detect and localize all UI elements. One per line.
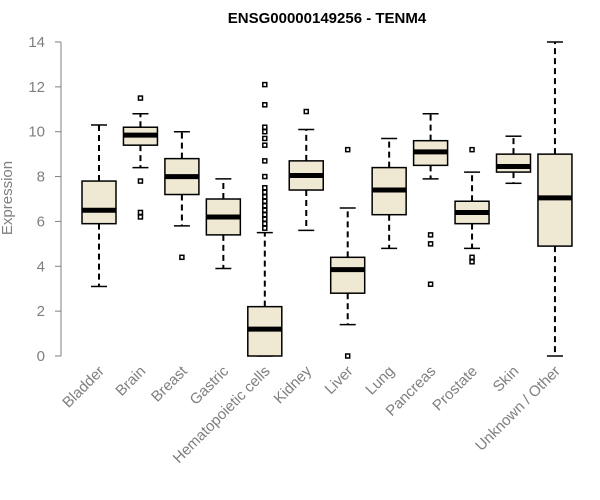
- x-tick-label: Liver: [322, 363, 357, 398]
- y-tick-label: 2: [37, 303, 45, 320]
- outlier-point: [262, 211, 268, 218]
- outlier-point: [262, 128, 268, 135]
- x-tick-label: Brain: [112, 363, 149, 400]
- box-group: [288, 108, 324, 232]
- outlier-point: [427, 281, 434, 287]
- outlier-point: [262, 158, 268, 164]
- outlier-point: [262, 173, 268, 180]
- x-tick-label: Kidney: [271, 362, 316, 407]
- x-tick-label: Lung: [362, 363, 398, 399]
- outlier-point: [427, 232, 434, 238]
- outlier-point: [137, 214, 144, 220]
- y-tick-label: 8: [37, 169, 45, 186]
- outlier-point: [469, 146, 475, 153]
- box-group: [164, 130, 200, 261]
- outlier-point: [344, 353, 351, 359]
- outlier-point: [344, 146, 351, 153]
- box-group: [122, 95, 159, 220]
- outlier-point: [262, 216, 268, 222]
- outlier-point: [262, 198, 268, 204]
- outlier-point: [262, 135, 268, 142]
- outlier-point: [262, 185, 268, 191]
- x-tick-label: Breast: [148, 362, 191, 405]
- box: [495, 153, 532, 173]
- y-tick-label: 14: [28, 34, 45, 51]
- y-tick-label: 4: [37, 258, 45, 275]
- y-tick-label: 6: [37, 213, 45, 230]
- outlier-point: [262, 102, 268, 108]
- y-tick-label: 10: [28, 124, 45, 141]
- boxes: [81, 41, 573, 359]
- outlier-point: [427, 241, 434, 247]
- y-axis-label: Expression: [0, 161, 16, 235]
- y-axis: 0 2 4 6 8 10 12 14: [28, 34, 62, 365]
- outlier-point: [137, 95, 144, 101]
- outlier-point: [262, 142, 268, 148]
- outlier-point: [262, 124, 268, 130]
- box-group: [371, 137, 407, 250]
- outlier-point: [262, 194, 268, 200]
- box-group: [247, 81, 283, 357]
- outlier-point: [262, 220, 268, 227]
- box-group: [329, 146, 366, 359]
- outlier-point: [262, 81, 268, 88]
- box-group: [537, 41, 573, 357]
- box-group: [412, 113, 449, 287]
- outlier-point: [179, 254, 185, 261]
- outlier-point: [262, 202, 268, 209]
- box: [81, 180, 117, 225]
- chart-title: ENSG00000149256 - TENM4: [228, 10, 427, 27]
- x-tick-label: Prostate: [429, 363, 481, 415]
- y-tick-label: 12: [28, 79, 45, 96]
- outlier-point: [469, 259, 475, 265]
- outlier-point: [137, 178, 144, 184]
- x-tick-label: Bladder: [59, 363, 108, 412]
- box-group: [454, 146, 490, 265]
- outlier-point: [262, 189, 268, 196]
- outlier-point: [262, 207, 268, 213]
- y-tick-label: 0: [37, 348, 45, 365]
- outlier-point: [303, 108, 309, 115]
- outlier-point: [262, 225, 268, 231]
- x-tick-label: Skin: [490, 363, 523, 396]
- box-group: [81, 124, 117, 288]
- outlier-point: [469, 254, 475, 261]
- box-group: [495, 135, 532, 185]
- box: [329, 256, 366, 294]
- box-group: [205, 178, 242, 270]
- outlier-point: [137, 209, 144, 216]
